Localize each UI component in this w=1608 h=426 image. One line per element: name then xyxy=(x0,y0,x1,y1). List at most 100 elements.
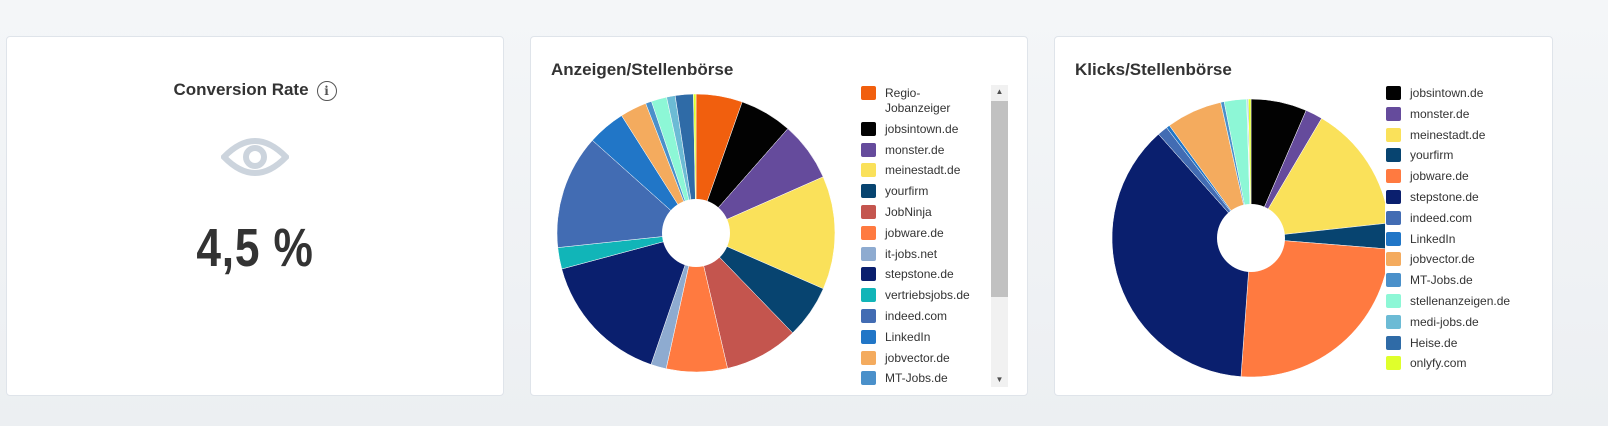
pie-slice[interactable] xyxy=(1250,117,1385,239)
legend-swatch xyxy=(1386,335,1401,350)
legend-label: indeed.com xyxy=(885,308,948,323)
legend-label: Heise.de xyxy=(1410,335,1458,350)
legend-item[interactable]: indeed.com xyxy=(1386,210,1554,226)
legend-label: vertriebsjobs.de xyxy=(885,288,970,303)
legend-item[interactable]: jobvector.de xyxy=(861,350,986,366)
legend-item[interactable]: yourfirm xyxy=(1386,148,1554,163)
legend-item[interactable]: monster.de xyxy=(1386,106,1554,122)
legend-label: jobsintown.de xyxy=(1410,86,1484,100)
info-icon[interactable]: i xyxy=(316,80,337,101)
pie-slice[interactable] xyxy=(1250,223,1385,249)
legend-swatch xyxy=(1386,231,1401,246)
legend-swatch xyxy=(1386,293,1401,308)
conversion-rate-card: Conversion Rate i 4,5 % xyxy=(6,36,504,396)
legend-item[interactable]: JobNinja xyxy=(861,204,986,220)
legend-item[interactable]: jobsintown.de xyxy=(1386,86,1554,101)
legend-item[interactable]: vertriebsjobs.de xyxy=(861,288,986,303)
legend-item[interactable]: stepstone.de xyxy=(861,267,986,282)
legend-swatch xyxy=(861,163,876,178)
legend-item[interactable]: jobsintown.de xyxy=(861,121,986,137)
legend-swatch xyxy=(1386,273,1401,288)
donut-hole xyxy=(662,199,730,267)
legend-swatch xyxy=(1386,86,1401,100)
pie-chart xyxy=(1111,98,1385,378)
chart-legend: Regio- Jobanzeiger jobsintown.de monster.de… xyxy=(861,86,986,388)
legend-swatch xyxy=(861,225,876,240)
legend-item[interactable]: jobvector.de xyxy=(1386,252,1554,267)
legend-item[interactable]: stellenanzeigen.de xyxy=(1386,293,1554,309)
clicks-per-jobboard-card: Klicks/Stellenbörse jobsintown.de monster… xyxy=(1054,36,1553,396)
legend-label: yourfirm xyxy=(1410,148,1454,163)
legend-item[interactable]: stepstone.de xyxy=(1386,189,1554,205)
chart-legend: jobsintown.de monster.de meinestadt.de your… xyxy=(1386,86,1554,377)
legend-label: yourfirm xyxy=(885,184,929,199)
scrollbar-thumb[interactable] xyxy=(991,101,1008,297)
legend-label: meinestadt.de xyxy=(885,163,961,178)
legend-swatch xyxy=(861,329,876,344)
kpi-title-row: Conversion Rate i xyxy=(7,80,503,101)
legend-item[interactable]: indeed.com xyxy=(861,308,986,324)
legend-swatch xyxy=(861,308,876,323)
legend-label: LinkedIn xyxy=(1410,231,1456,246)
legend-item[interactable]: MT-Jobs.de xyxy=(861,371,986,386)
pie-slice[interactable] xyxy=(1240,237,1385,378)
legend-item[interactable]: jobware.de xyxy=(861,225,986,241)
legend-label: jobware.de xyxy=(1410,169,1469,184)
legend-swatch xyxy=(861,288,876,303)
legend-item[interactable]: jobware.de xyxy=(1386,169,1554,184)
legend-label: jobvector.de xyxy=(1410,252,1475,267)
legend-swatch xyxy=(1386,189,1401,204)
legend-label: onlyfy.com xyxy=(1410,356,1467,371)
legend-item[interactable]: onlyfy.com xyxy=(1386,356,1554,371)
scroll-up-arrow-icon[interactable]: ▲ xyxy=(995,87,1004,96)
pie-slice[interactable] xyxy=(1248,98,1252,239)
legend-item[interactable]: meinestadt.de xyxy=(1386,127,1554,143)
legend-item[interactable]: monster.de xyxy=(861,142,986,158)
legend-item[interactable]: meinestadt.de xyxy=(861,163,986,178)
legend-swatch xyxy=(1386,169,1401,184)
legend-label: jobvector.de xyxy=(885,350,950,365)
legend-label: stepstone.de xyxy=(885,267,954,282)
legend-item[interactable]: LinkedIn xyxy=(1386,231,1554,247)
pie-slice[interactable] xyxy=(1111,133,1252,377)
legend-swatch xyxy=(861,142,876,157)
legend-item[interactable]: LinkedIn xyxy=(861,329,986,345)
legend-item[interactable]: Regio- Jobanzeiger xyxy=(861,86,986,116)
scroll-down-arrow-icon[interactable]: ▼ xyxy=(995,375,1004,384)
legend-label: JobNinja xyxy=(885,204,932,219)
legend-label: Regio- Jobanzeiger xyxy=(885,86,951,115)
legend-item[interactable]: MT-Jobs.de xyxy=(1386,273,1554,288)
pie-slice[interactable] xyxy=(695,176,836,290)
kpi-value: 4,5 % xyxy=(196,218,314,278)
legend-swatch xyxy=(861,267,876,282)
legend-swatch xyxy=(861,184,876,199)
legend-item[interactable]: Heise.de xyxy=(1386,335,1554,351)
legend-label: monster.de xyxy=(885,142,945,157)
pie-chart xyxy=(556,93,836,373)
legend-swatch xyxy=(1386,210,1401,225)
legend-label: it-jobs.net xyxy=(885,246,938,261)
legend-swatch xyxy=(1386,314,1401,329)
donut-hole xyxy=(1217,204,1285,272)
chart-title: Anzeigen/Stellenbörse xyxy=(551,60,734,79)
legend-item[interactable]: medi-jobs.de xyxy=(1386,314,1554,330)
ads-per-jobboard-card: Anzeigen/Stellenbörse Regio- Jobanzeiger j… xyxy=(530,36,1028,396)
pie-slice[interactable] xyxy=(556,139,697,248)
legend-swatch xyxy=(861,371,876,386)
legend-swatch xyxy=(1386,127,1401,142)
legend-label: indeed.com xyxy=(1410,210,1473,225)
legend-swatch xyxy=(861,246,876,261)
pie-slice[interactable] xyxy=(693,93,697,234)
legend-label: stellenanzeigen.de xyxy=(1410,293,1511,308)
legend-item[interactable]: yourfirm xyxy=(861,184,986,199)
legend-swatch xyxy=(1386,106,1401,121)
pie-slice[interactable] xyxy=(561,232,697,365)
legend-swatch xyxy=(861,121,876,136)
legend-swatch xyxy=(1386,252,1401,267)
legend-swatch xyxy=(861,204,876,219)
eye-icon xyxy=(221,138,289,176)
legend-label: monster.de xyxy=(1410,106,1470,121)
legend-scrollbar[interactable]: ▲ ▼ xyxy=(991,85,1008,387)
legend-item[interactable]: it-jobs.net xyxy=(861,246,986,262)
legend-label: medi-jobs.de xyxy=(1410,314,1479,329)
